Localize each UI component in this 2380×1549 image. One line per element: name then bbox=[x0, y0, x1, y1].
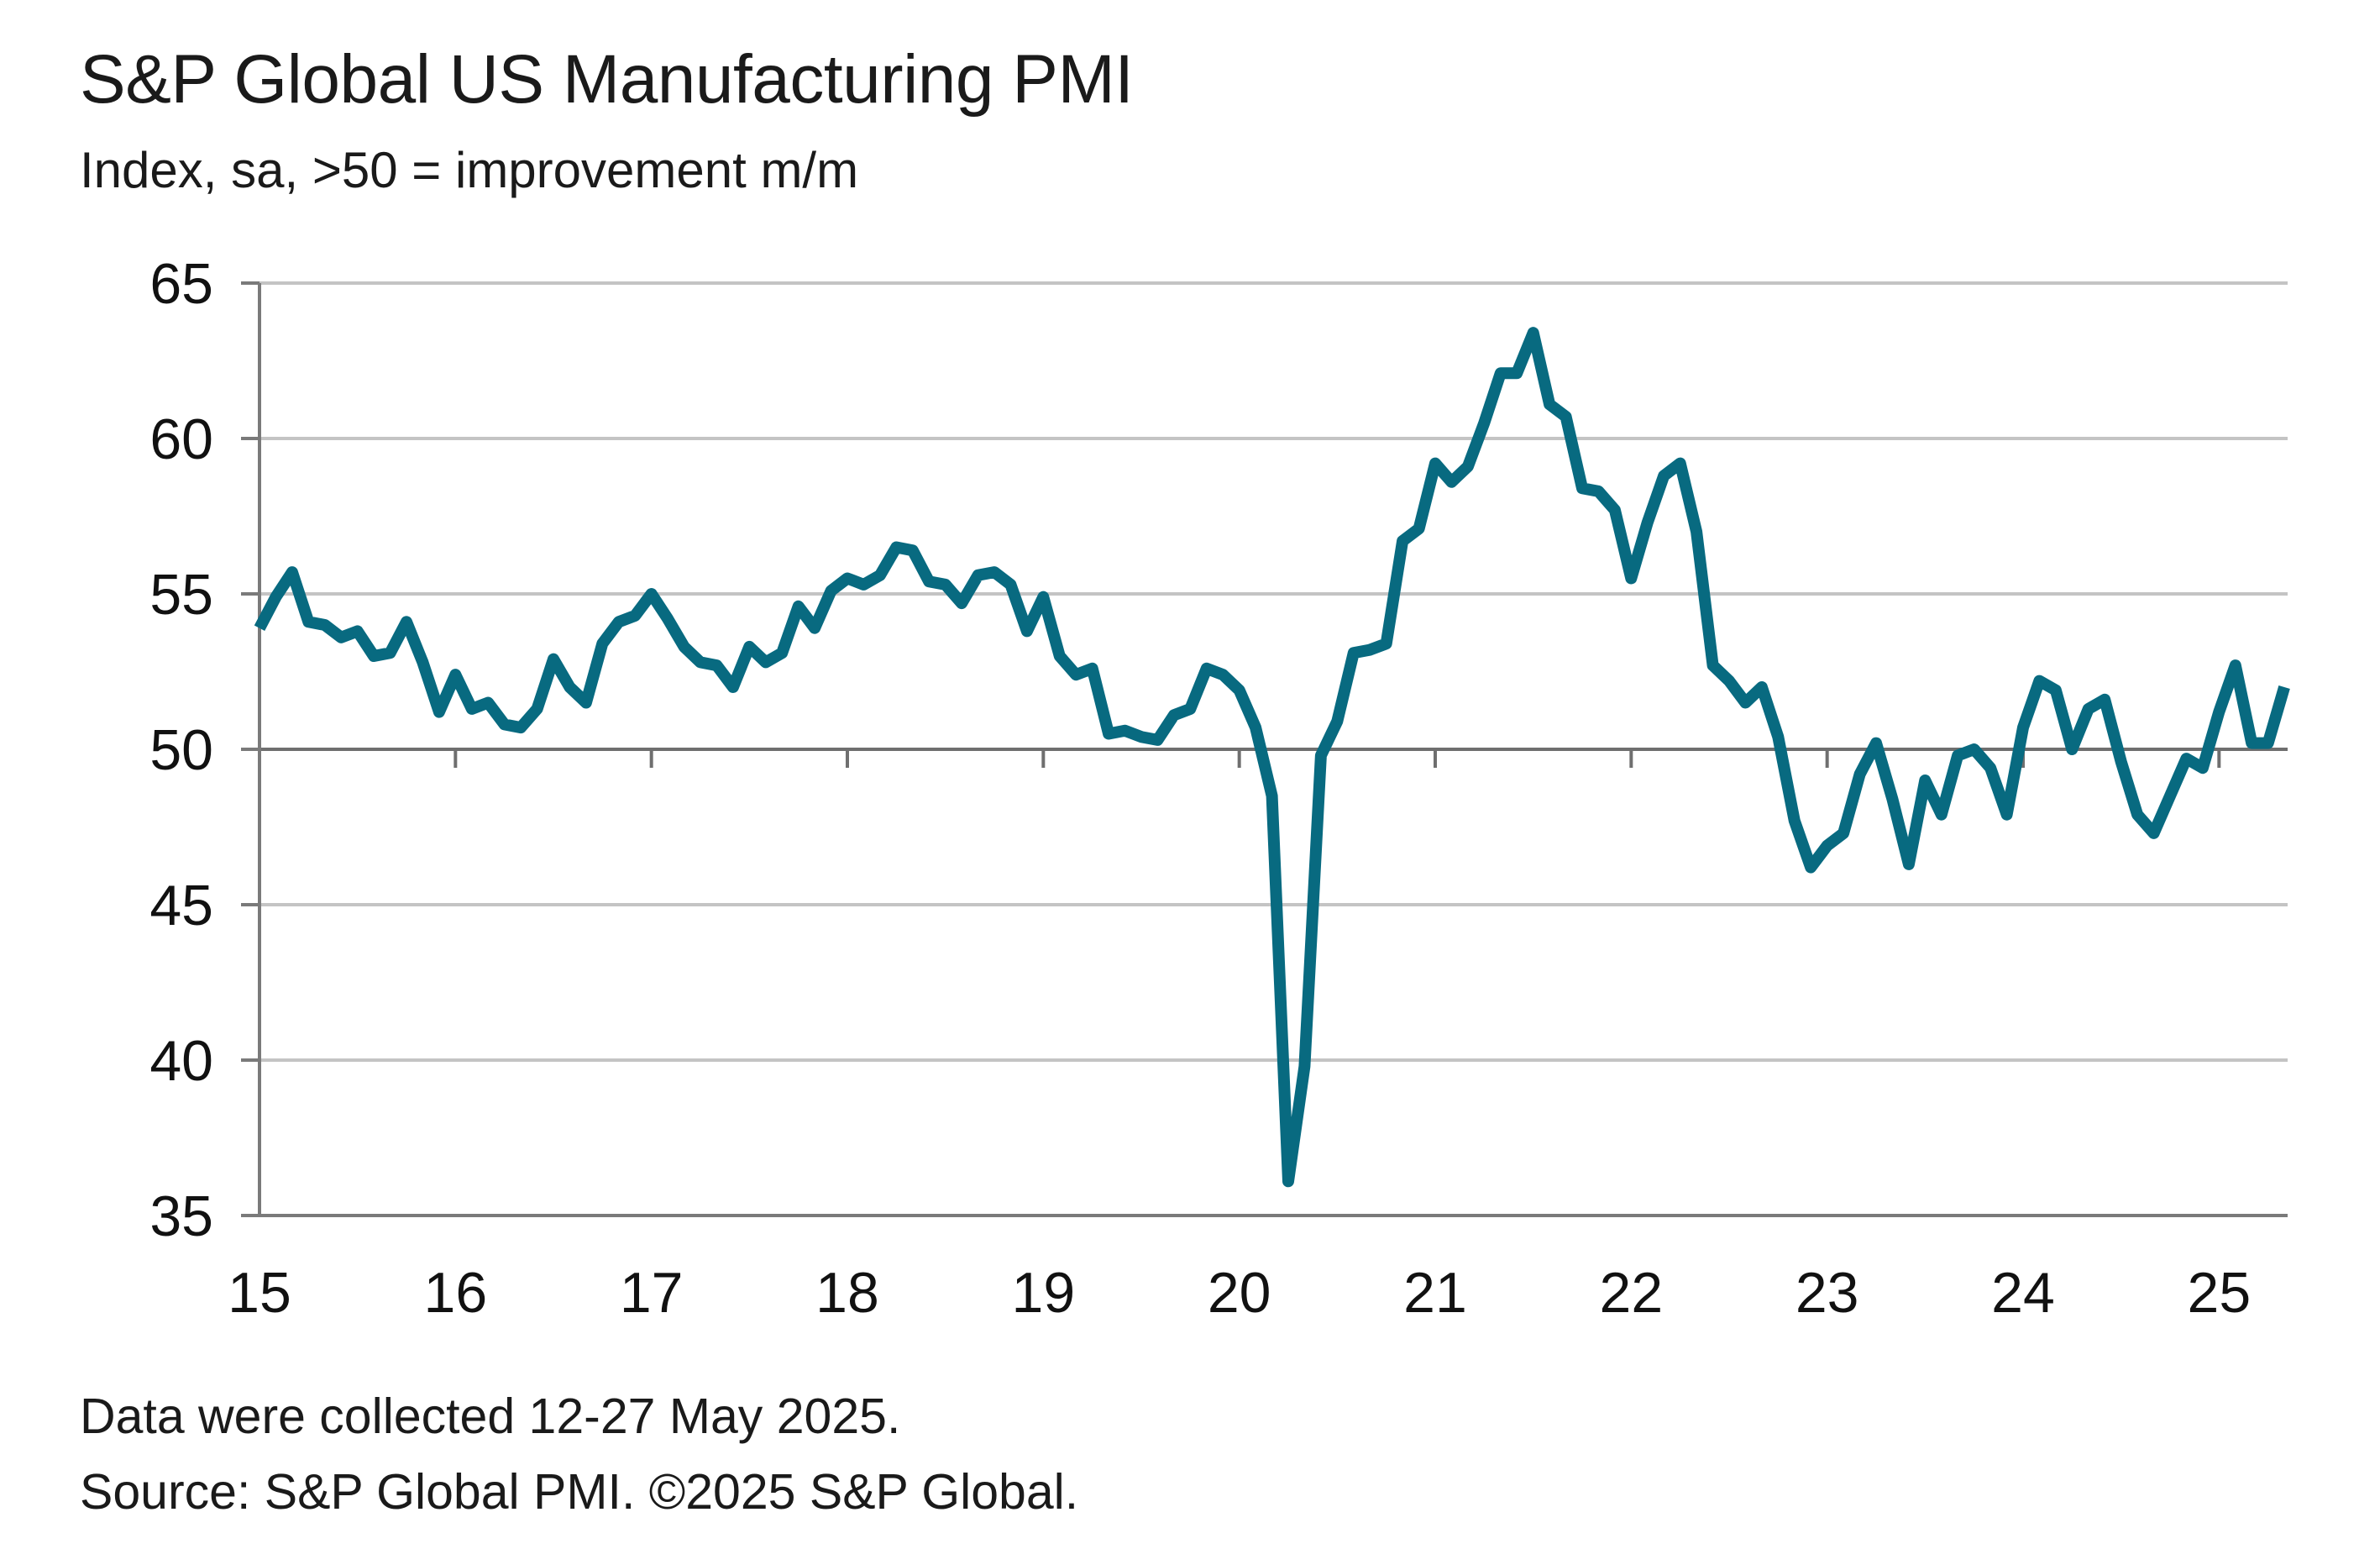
y-tick-label-60: 60 bbox=[149, 407, 213, 471]
y-tick-label-45: 45 bbox=[149, 874, 213, 937]
gridlines bbox=[258, 281, 2288, 1217]
y-tick-label-65: 65 bbox=[149, 252, 213, 316]
footnote-source: Source: S&P Global PMI. ©2025 S&P Global… bbox=[80, 1464, 1079, 1520]
x-tick-label-19: 19 bbox=[1012, 1261, 1076, 1325]
footnote-data-collection: Data were collected 12-27 May 2025. bbox=[80, 1389, 901, 1444]
y-tick-label-50: 50 bbox=[149, 718, 213, 782]
x-tick-label-21: 21 bbox=[1403, 1261, 1467, 1325]
chart-title: S&P Global US Manufacturing PMI bbox=[80, 41, 1134, 118]
x-tick-label-15: 15 bbox=[228, 1261, 291, 1325]
y-axis-ticks: 35 40 45 50 55 60 65 bbox=[149, 252, 259, 1248]
x-tick-label-22: 22 bbox=[1600, 1261, 1664, 1325]
x-tick-label-20: 20 bbox=[1208, 1261, 1271, 1325]
y-tick-label-35: 35 bbox=[149, 1184, 213, 1248]
series-layer bbox=[254, 327, 2290, 1188]
x-tick-label-18: 18 bbox=[815, 1261, 879, 1325]
y-tick-label-55: 55 bbox=[149, 563, 213, 627]
series-line-0 bbox=[254, 327, 2290, 1188]
x-axis-ticks: 15 16 17 18 19 20 21 22 23 24 25 bbox=[228, 749, 2251, 1325]
x-tick-label-23: 23 bbox=[1795, 1261, 1859, 1325]
x-tick-label-16: 16 bbox=[424, 1261, 488, 1325]
x-tick-label-25: 25 bbox=[2188, 1261, 2252, 1325]
x-tick-label-24: 24 bbox=[1991, 1261, 2055, 1325]
chart-subtitle: Index, sa, >50 = improvement m/m bbox=[80, 142, 859, 198]
y-tick-label-40: 40 bbox=[149, 1029, 213, 1093]
x-tick-label-17: 17 bbox=[620, 1261, 684, 1325]
